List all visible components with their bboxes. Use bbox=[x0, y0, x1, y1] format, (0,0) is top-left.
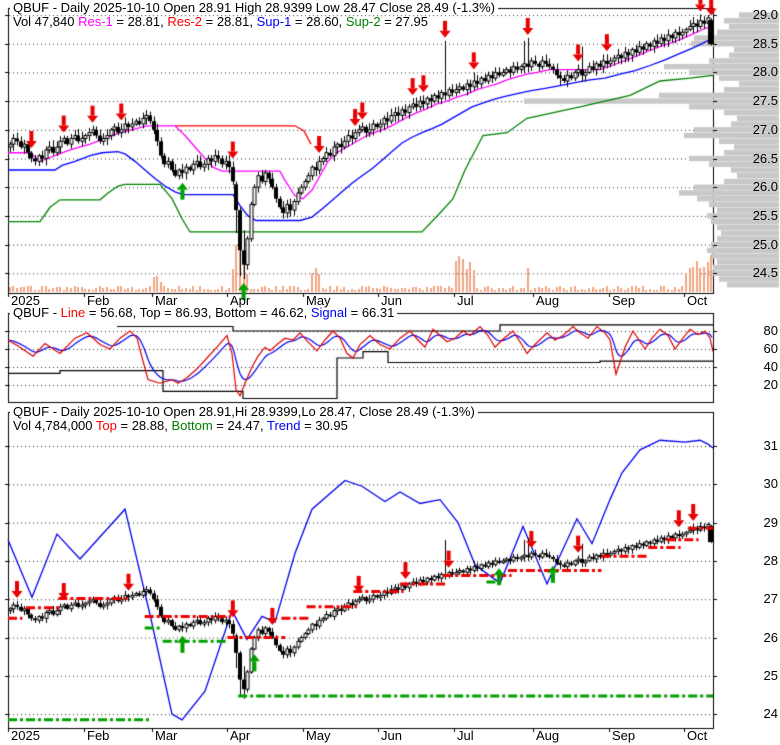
legend-label: Trend bbox=[267, 418, 301, 433]
y-axis-label: 20 bbox=[763, 377, 778, 392]
x-axis-label: Feb bbox=[87, 728, 110, 743]
y-axis-label: 26 bbox=[763, 630, 778, 645]
panel3-title: QBUF - Daily 2025-10-10 Open 28.91,Hi 28… bbox=[10, 405, 478, 419]
title-part: Line bbox=[60, 305, 86, 320]
y-axis-label: 40 bbox=[763, 359, 778, 374]
x-axis-label: May bbox=[306, 293, 331, 308]
x-axis-label: 2025 bbox=[11, 728, 40, 743]
legend-label: Sup-1 bbox=[256, 14, 292, 29]
y-axis-label: 31 bbox=[763, 438, 778, 453]
x-axis-label: Jun bbox=[381, 728, 402, 743]
x-axis-label: 2025 bbox=[11, 293, 40, 308]
x-axis-label: Aug bbox=[536, 728, 560, 743]
x-axis-label: Sep bbox=[612, 728, 636, 743]
x-axis-label: Apr bbox=[230, 293, 251, 308]
y-axis-label: 27.0 bbox=[752, 122, 778, 137]
y-axis-label: 28 bbox=[763, 553, 778, 568]
y-axis-label: 27 bbox=[763, 591, 778, 606]
x-axis-label: May bbox=[306, 728, 331, 743]
y-axis-label: 25 bbox=[763, 668, 778, 683]
legend-value: = 28.88, bbox=[116, 418, 172, 433]
legend-value: = 28.81, bbox=[202, 14, 257, 29]
legend-value: = 27.95 bbox=[380, 14, 428, 29]
x-axis-label: Jul bbox=[457, 728, 474, 743]
y-axis-label: 80 bbox=[763, 323, 778, 338]
x-axis-label: Mar bbox=[155, 293, 178, 308]
y-axis-label: 27.5 bbox=[752, 93, 778, 108]
legend-label: Res-1 bbox=[78, 14, 113, 29]
title-part: QBUF - bbox=[13, 305, 61, 320]
legend-value: = 24.47, bbox=[212, 418, 267, 433]
x-axis-label: Mar bbox=[155, 728, 178, 743]
x-axis-label: Jun bbox=[381, 293, 402, 308]
panel1-title: QBUF - Daily 2025-10-10 Open 28.91 High … bbox=[10, 1, 499, 15]
x-axis-label: Jul bbox=[457, 293, 474, 308]
y-axis-label: 28.0 bbox=[752, 64, 778, 79]
legend-value: = 28.60, bbox=[291, 14, 346, 29]
y-axis-label: 60 bbox=[763, 341, 778, 356]
panel1-legend: Vol 47,840 Res-1 = 28.81, Res-2 = 28.81,… bbox=[13, 15, 428, 29]
title-part: = 66.31 bbox=[347, 305, 395, 320]
y-axis-label: 24.5 bbox=[752, 265, 778, 280]
x-axis-label: Aug bbox=[536, 293, 560, 308]
y-axis-label: 24 bbox=[763, 706, 778, 721]
y-axis-label: 26.0 bbox=[752, 179, 778, 194]
legend-label: Bottom bbox=[171, 418, 213, 433]
legend-value: = 30.95 bbox=[300, 418, 348, 433]
panel2-title: QBUF - Line = 56.68, Top = 86.93, Bottom… bbox=[10, 305, 398, 320]
legend-label: Res-2 bbox=[167, 14, 203, 29]
y-axis-label: 25.0 bbox=[752, 237, 778, 252]
y-axis-label: 30 bbox=[763, 476, 778, 491]
title-part: = 56.68, Top = 86.93, Bottom = 46.62, bbox=[85, 305, 311, 320]
x-axis-label: Sep bbox=[612, 293, 636, 308]
x-axis-label: Oct bbox=[687, 728, 708, 743]
legend-label: Top bbox=[95, 418, 117, 433]
panel3-legend: Vol 4,784,000 Top = 28.88, Bottom = 24.4… bbox=[13, 419, 348, 433]
y-axis-label: 29 bbox=[763, 515, 778, 530]
y-axis-label: 26.5 bbox=[752, 151, 778, 166]
y-axis-label: 25.5 bbox=[752, 208, 778, 223]
x-axis-label: Oct bbox=[687, 293, 708, 308]
y-axis-label: 29.0 bbox=[752, 7, 778, 22]
legend-value: = 28.81, bbox=[112, 14, 168, 29]
title-part: Signal bbox=[310, 305, 348, 320]
x-axis-label: Apr bbox=[230, 728, 251, 743]
x-axis-label: Feb bbox=[87, 293, 110, 308]
legend-label: Sup-2 bbox=[345, 14, 381, 29]
panel1-volume: Vol 47,840 bbox=[13, 14, 75, 29]
y-axis-label: 28.5 bbox=[752, 36, 778, 51]
panel3-volume: Vol 4,784,000 bbox=[13, 418, 93, 433]
